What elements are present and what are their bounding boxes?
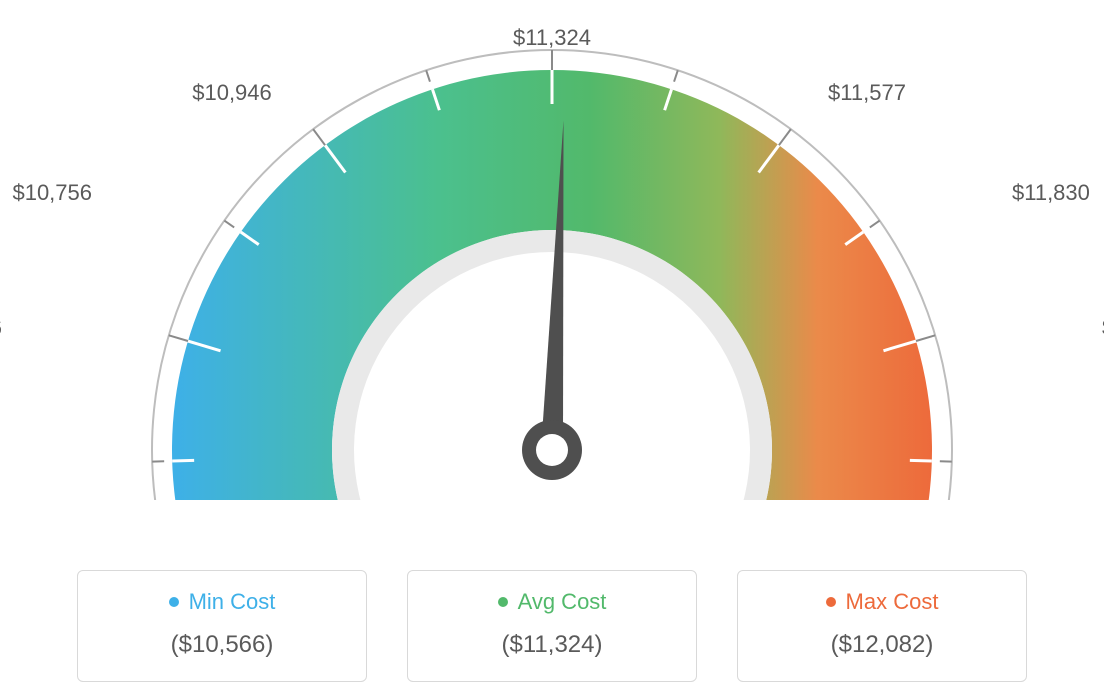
legend-title-max: Max Cost: [826, 589, 939, 615]
gauge-chart: $10,566$10,756$10,946$11,324$11,577$11,8…: [22, 20, 1082, 500]
gauge-svg: [22, 20, 1082, 500]
dot-icon: [498, 597, 508, 607]
legend-row: Min Cost ($10,566) Avg Cost ($11,324) Ma…: [20, 570, 1084, 682]
gauge-tick-label: $10,566: [0, 315, 2, 341]
dot-icon: [169, 597, 179, 607]
gauge-tick-label: $11,830: [1012, 180, 1090, 206]
gauge-tick-label: $10,946: [192, 80, 272, 106]
legend-label: Min Cost: [189, 589, 276, 615]
gauge-tick-label: $11,577: [828, 80, 906, 106]
legend-title-min: Min Cost: [169, 589, 276, 615]
legend-value-max: ($12,082): [748, 631, 1016, 659]
legend-label: Max Cost: [846, 589, 939, 615]
gauge-tick-label: $10,756: [12, 180, 92, 206]
legend-title-avg: Avg Cost: [498, 589, 607, 615]
legend-value-min: ($10,566): [88, 631, 356, 659]
legend-card-avg: Avg Cost ($11,324): [407, 570, 697, 682]
dot-icon: [826, 597, 836, 607]
legend-card-min: Min Cost ($10,566): [77, 570, 367, 682]
legend-label: Avg Cost: [518, 589, 607, 615]
legend-value-avg: ($11,324): [418, 631, 686, 659]
gauge-tick-label: $11,324: [513, 25, 591, 51]
legend-card-max: Max Cost ($12,082): [737, 570, 1027, 682]
